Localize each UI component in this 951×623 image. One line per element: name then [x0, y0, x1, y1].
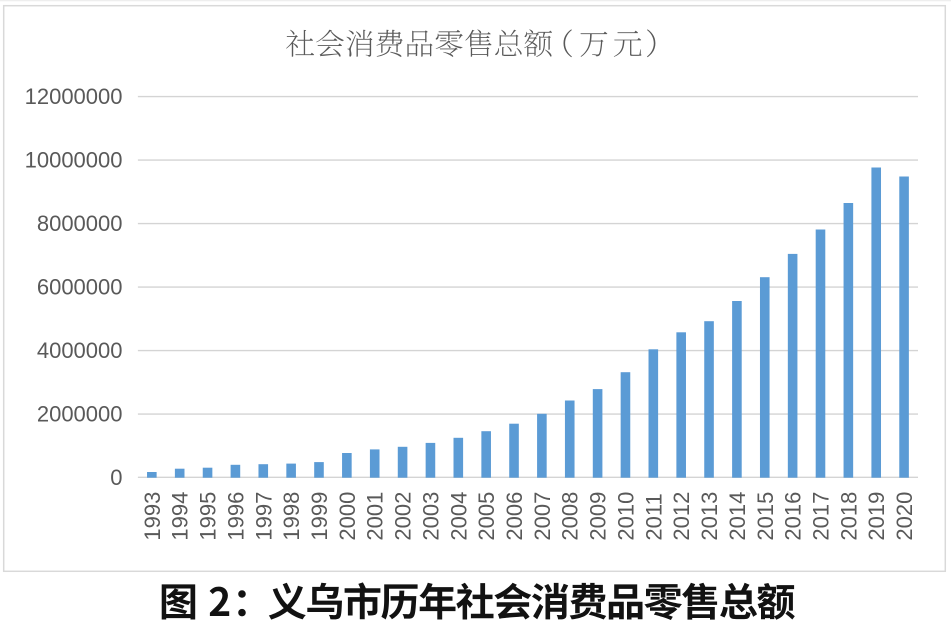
- svg-text:2015: 2015: [753, 492, 778, 541]
- svg-text:2020: 2020: [892, 492, 917, 541]
- svg-text:2013: 2013: [697, 492, 722, 541]
- svg-text:1994: 1994: [168, 492, 193, 541]
- svg-text:2007: 2007: [530, 492, 555, 541]
- svg-text:2018: 2018: [836, 492, 861, 541]
- svg-text:2006: 2006: [502, 492, 527, 541]
- svg-text:1993: 1993: [140, 492, 165, 541]
- svg-text:1997: 1997: [251, 492, 276, 541]
- svg-text:2004: 2004: [446, 492, 471, 541]
- svg-text:1999: 1999: [307, 492, 332, 541]
- svg-text:2001: 2001: [363, 492, 388, 541]
- svg-text:2010: 2010: [613, 492, 638, 541]
- svg-text:2016: 2016: [781, 492, 806, 541]
- svg-text:2002: 2002: [391, 492, 416, 541]
- svg-text:2008: 2008: [558, 492, 583, 541]
- svg-text:8000000: 8000000: [37, 211, 123, 236]
- svg-text:1996: 1996: [223, 492, 248, 541]
- svg-text:2017: 2017: [808, 492, 833, 541]
- svg-text:2011: 2011: [641, 493, 666, 540]
- svg-text:12000000: 12000000: [25, 84, 123, 109]
- svg-text:2003: 2003: [418, 492, 443, 541]
- svg-text:2014: 2014: [725, 492, 750, 541]
- svg-text:6000000: 6000000: [37, 275, 123, 300]
- svg-text:1995: 1995: [196, 492, 221, 541]
- svg-text:2000: 2000: [335, 492, 360, 541]
- svg-text:2000000: 2000000: [37, 402, 123, 427]
- svg-text:4000000: 4000000: [37, 338, 123, 363]
- svg-text:2005: 2005: [474, 492, 499, 541]
- svg-text:1998: 1998: [279, 492, 304, 541]
- svg-text:0: 0: [110, 465, 122, 490]
- svg-text:10000000: 10000000: [25, 148, 123, 173]
- svg-text:2012: 2012: [669, 492, 694, 541]
- svg-text:2009: 2009: [586, 492, 611, 541]
- svg-text:2019: 2019: [864, 492, 889, 541]
